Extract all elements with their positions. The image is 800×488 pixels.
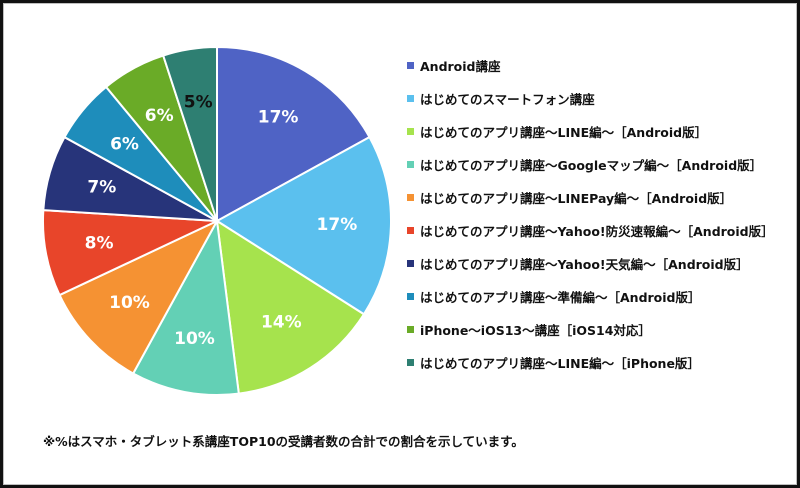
chart-legend: Android講座はじめてのスマートフォン講座はじめてのアプリ講座～LINE編～… (407, 49, 774, 379)
slice-percent-label: 10% (174, 329, 215, 349)
slice-percent-label: 7% (87, 178, 116, 198)
slice-percent-label: 6% (145, 106, 174, 126)
legend-swatch (407, 227, 414, 234)
slice-percent-label: 8% (85, 234, 114, 254)
slice-percent-label: 6% (110, 135, 139, 155)
legend-label: Android講座 (420, 59, 501, 74)
legend-label: はじめてのスマートフォン講座 (420, 92, 595, 107)
footnote: ※%はスマホ・タブレット系講座TOP10の受講者数の合計での割合を示しています。 (43, 434, 524, 449)
legend-label: はじめてのアプリ講座～LINEPay編～［Android版］ (420, 191, 733, 206)
pie-chart: 17% 17% 14% 10% 10% 8% 7% 6% 6% 5% (41, 45, 392, 397)
legend-label: はじめてのアプリ講座～準備編～［Android版］ (420, 290, 701, 305)
legend-item: はじめてのアプリ講座～LINE編～［Android版］ (407, 115, 774, 148)
legend-item: はじめてのアプリ講座～Yahoo!天気編～［Android版］ (407, 247, 774, 280)
legend-item: はじめてのアプリ講座～準備編～［Android版］ (407, 280, 774, 313)
legend-label: iPhone～iOS13～講座［iOS14対応］ (420, 323, 651, 338)
slice-percent-label: 10% (109, 293, 150, 313)
legend-item: はじめてのアプリ講座～Googleマップ編～［Android版］ (407, 148, 774, 181)
legend-label: はじめてのアプリ講座～Yahoo!天気編～［Android版］ (420, 257, 749, 272)
legend-swatch (407, 95, 414, 102)
legend-swatch (407, 194, 414, 201)
legend-swatch (407, 293, 414, 300)
pie-slice (58, 218, 220, 375)
legend-label: はじめてのアプリ講座～LINE編～［Android版］ (420, 125, 708, 140)
pie-slice (161, 45, 218, 222)
slice-percent-label: 5% (184, 93, 213, 113)
legend-swatch (407, 161, 414, 168)
legend-item: Android講座 (407, 49, 774, 82)
legend-item: はじめてのアプリ講座～Yahoo!防災速報編～［Android版］ (407, 214, 774, 247)
legend-swatch (407, 260, 414, 267)
slice-percent-label: 17% (317, 215, 358, 235)
legend-label: はじめてのアプリ講座～Googleマップ編～［Android版］ (420, 158, 763, 173)
legend-swatch (407, 62, 414, 69)
legend-label: はじめてのアプリ講座～Yahoo!防災速報編～［Android版］ (420, 224, 774, 239)
pie-slice (216, 45, 371, 223)
pie-slice (215, 219, 366, 395)
legend-swatch (407, 359, 414, 366)
slice-percent-label: 14% (261, 312, 302, 332)
pie-slice (215, 135, 392, 316)
legend-item: はじめてのアプリ講座～LINE編～［iPhone版］ (407, 346, 774, 379)
legend-swatch (407, 128, 414, 135)
legend-item: はじめてのスマートフォン講座 (407, 82, 774, 115)
legend-item: iPhone～iOS13～講座［iOS14対応］ (407, 313, 774, 346)
slice-percent-label: 17% (258, 108, 299, 128)
legend-label: はじめてのアプリ講座～LINE編～［iPhone版］ (420, 356, 700, 371)
pie-slice (131, 217, 240, 397)
legend-swatch (407, 326, 414, 333)
legend-item: はじめてのアプリ講座～LINEPay編～［Android版］ (407, 181, 774, 214)
